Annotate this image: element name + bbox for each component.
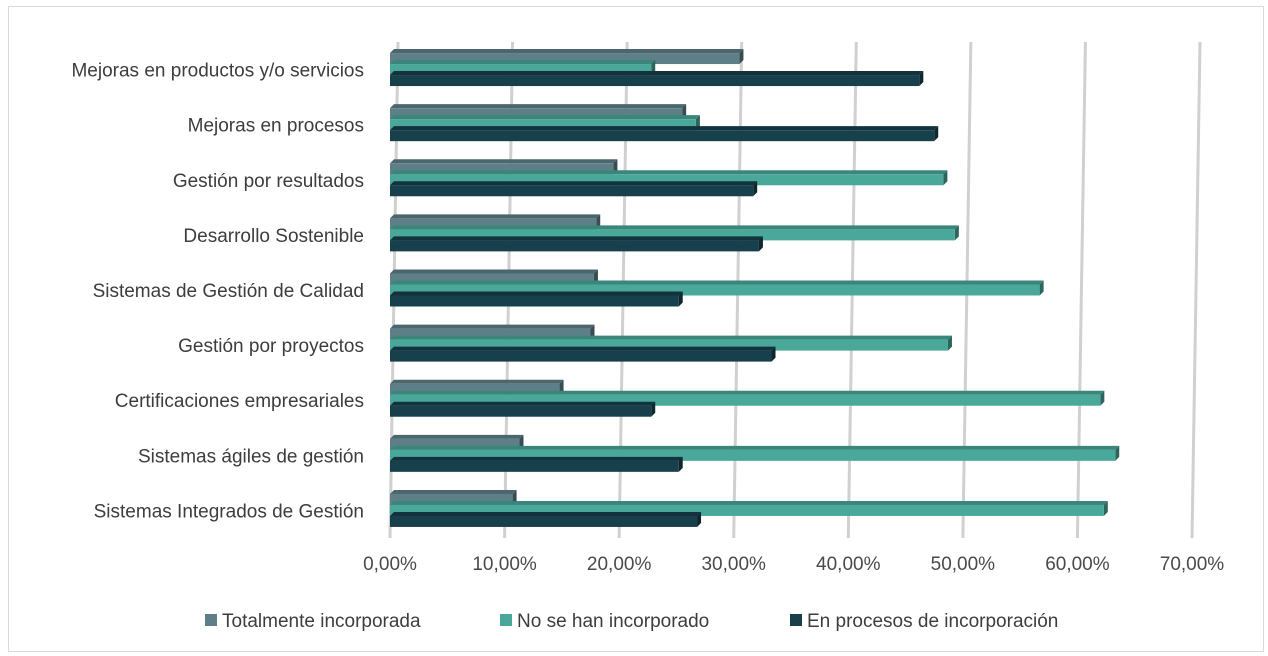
category-label: Certificaciones empresariales: [115, 391, 364, 412]
legend: Totalmente incorporada No se han incorpor…: [205, 611, 1058, 632]
bar: [390, 71, 924, 87]
gridline: [1190, 41, 1202, 539]
legend-label: No se han incorporado: [517, 611, 709, 632]
legend-swatch: [205, 614, 217, 626]
bar: [390, 181, 758, 197]
legend-swatch: [500, 614, 512, 626]
bar: [390, 456, 683, 472]
bar: [390, 390, 1105, 406]
x-tick-label: 20,00%: [587, 554, 652, 575]
category-label: Gestión por proyectos: [178, 336, 364, 357]
bar: [390, 401, 656, 417]
category-label: Sistemas ágiles de gestión: [138, 446, 364, 467]
x-tick-label: 50,00%: [931, 554, 996, 575]
category-label: Sistemas Integrados de Gestión: [94, 501, 364, 522]
x-tick-label: 10,00%: [472, 554, 537, 575]
category-label: Desarrollo Sostenible: [183, 226, 364, 247]
x-tick-label: 30,00%: [701, 554, 766, 575]
bar: [390, 500, 1108, 516]
bar: [390, 49, 744, 65]
legend-item: En procesos de incorporación: [790, 611, 1058, 632]
category-label: Mejoras en productos y/o servicios: [71, 61, 364, 82]
category-label: Sistemas de Gestión de Calidad: [93, 281, 364, 302]
category-labels: Mejoras en productos y/o servicios Mejora…: [71, 61, 364, 523]
category-label: Gestión por resultados: [173, 171, 364, 192]
bar: [390, 335, 952, 351]
bar: [390, 511, 702, 527]
legend-item: Totalmente incorporada: [205, 611, 421, 632]
x-tick-label: 40,00%: [816, 554, 881, 575]
bar: [390, 445, 1120, 461]
legend-swatch: [790, 614, 802, 626]
bar: [390, 115, 700, 131]
legend-label: En procesos de incorporación: [807, 611, 1058, 632]
bars: [390, 49, 1120, 527]
bar: [390, 126, 939, 142]
x-tick-label: 0,00%: [363, 554, 417, 575]
legend-label: Totalmente incorporada: [222, 611, 421, 632]
bar: [390, 170, 948, 186]
bar: [390, 236, 763, 252]
gridline: [1075, 41, 1087, 539]
x-axis-tick-labels: 0,00% 10,00% 20,00% 30,00% 40,00% 50,00% 60,00…: [363, 554, 1224, 575]
legend-item: No se han incorporado: [500, 611, 709, 632]
bar: [390, 225, 959, 241]
bar: [390, 346, 776, 362]
category-label: Mejoras en procesos: [188, 116, 364, 137]
bar: [390, 280, 1044, 296]
x-tick-label: 70,00%: [1160, 554, 1225, 575]
x-tick-label: 60,00%: [1045, 554, 1110, 575]
bar: [390, 291, 683, 307]
